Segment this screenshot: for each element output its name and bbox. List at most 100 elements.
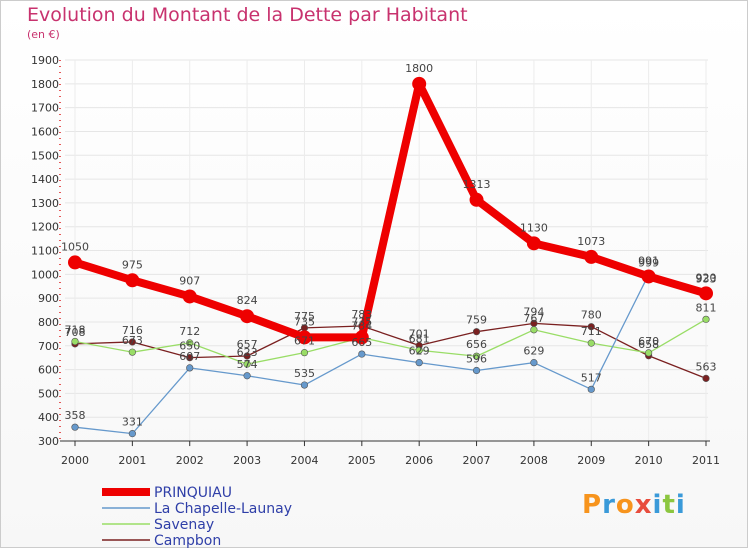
data-label: 718 — [65, 323, 86, 336]
data-point — [243, 372, 251, 380]
logo-letter: r — [602, 490, 616, 520]
logo-letter: P — [582, 490, 603, 520]
data-label: 933 — [696, 272, 717, 285]
data-point — [469, 192, 484, 207]
x-tick-label: 2009 — [577, 454, 605, 467]
proxiti-logo: Proxiti — [582, 490, 686, 520]
legend-label: La Chapelle-Launay — [154, 501, 292, 517]
y-tick-label: 1800 — [31, 78, 59, 91]
data-point — [472, 328, 481, 336]
x-tick-label: 2005 — [348, 454, 376, 467]
data-point — [472, 352, 481, 360]
data-point — [702, 315, 710, 323]
legend-label: Savenay — [154, 517, 214, 533]
data-point — [186, 339, 194, 347]
data-label: 650 — [179, 340, 200, 353]
y-tick-label: 900 — [38, 292, 59, 305]
data-point — [530, 326, 538, 334]
data-point — [699, 286, 713, 301]
data-label: 629 — [523, 345, 544, 358]
data-label: 671 — [294, 335, 315, 348]
data-label: 607 — [179, 350, 200, 363]
y-tick-label: 1600 — [31, 125, 59, 138]
axes — [59, 60, 710, 446]
y-tick-label: 1000 — [31, 268, 59, 281]
y-tick-label: 1400 — [31, 173, 59, 186]
x-tick-label: 2002 — [176, 454, 204, 467]
y-tick-label: 1300 — [31, 197, 59, 210]
data-label: 657 — [237, 338, 258, 351]
x-tick-label: 2003 — [233, 454, 261, 467]
y-tick-label: 1100 — [31, 245, 59, 258]
y-tick-label: 600 — [38, 364, 59, 377]
y-tick-label: 1200 — [31, 221, 59, 234]
logo-letter: t — [662, 490, 676, 520]
series-line-campbon — [74, 322, 707, 380]
data-point — [530, 359, 538, 367]
data-label: 1130 — [520, 221, 548, 234]
data-label: 658 — [638, 338, 659, 351]
value-labels: 708 716 650 657 775 783 701 759 794 780 658 563 718 6… — [61, 62, 717, 429]
data-point — [702, 374, 710, 382]
chart-title: Evolution du Montant de la Dette par Hab… — [27, 4, 468, 26]
data-label: 716 — [122, 324, 143, 337]
data-label: 999 — [638, 257, 659, 270]
data-point — [128, 338, 136, 346]
data-label: 623 — [237, 346, 258, 359]
data-label: 767 — [523, 312, 544, 325]
data-point — [68, 255, 82, 270]
data-label: 735 — [294, 315, 315, 328]
logo-letter: x — [634, 490, 653, 520]
x-tick-label: 2006 — [405, 454, 433, 467]
data-label: 735 — [351, 315, 372, 328]
data-label: 673 — [122, 334, 143, 347]
data-label: 1050 — [61, 240, 89, 253]
x-tick-label: 2004 — [290, 454, 318, 467]
data-point — [587, 323, 595, 331]
data-point — [645, 349, 653, 357]
data-point — [415, 359, 423, 367]
y-tick-label: 800 — [38, 316, 59, 329]
data-point — [300, 381, 309, 389]
data-point — [240, 309, 255, 324]
data-point — [243, 360, 251, 368]
x-tick-label: 2010 — [635, 454, 663, 467]
grid-lines — [65, 59, 708, 447]
data-label: 811 — [696, 301, 717, 314]
data-point — [125, 273, 140, 288]
logo-letter: o — [615, 490, 635, 520]
legend-label: Campbon — [154, 533, 221, 549]
x-tick-label: 2000 — [61, 454, 89, 467]
data-label: 665 — [351, 336, 372, 349]
x-axis-ticks: 2000 2001 2002 2003 2004 2005 2006 2007 2008 2009… — [61, 454, 720, 467]
data-label: 331 — [122, 416, 143, 429]
data-label: 629 — [409, 345, 430, 358]
data-label: 975 — [122, 258, 143, 271]
data-label: 708 — [65, 326, 86, 339]
data-point — [354, 330, 369, 345]
series-line-savenay — [74, 318, 707, 365]
data-point — [182, 289, 197, 304]
y-tick-label: 1500 — [31, 149, 59, 162]
x-tick-label: 2008 — [520, 454, 548, 467]
data-label: 907 — [179, 274, 200, 287]
data-label: 656 — [466, 338, 487, 351]
data-point — [300, 349, 309, 357]
y-tick-label: 1900 — [31, 54, 59, 67]
y-tick-label: 500 — [38, 387, 59, 400]
data-point — [128, 430, 136, 438]
data-label: 991 — [638, 254, 659, 267]
data-point — [358, 350, 366, 358]
logo-letter: i — [652, 490, 663, 520]
data-label: 358 — [65, 409, 86, 422]
data-point — [587, 339, 595, 347]
series-line-la-chapelle-launay — [74, 273, 707, 435]
data-label: 920 — [696, 271, 717, 284]
series-line-prinquiau — [71, 79, 710, 342]
data-label: 670 — [638, 335, 659, 348]
data-label: 711 — [581, 325, 602, 338]
data-label: 1073 — [577, 235, 605, 248]
data-point — [641, 269, 656, 284]
data-label: 563 — [696, 360, 717, 373]
